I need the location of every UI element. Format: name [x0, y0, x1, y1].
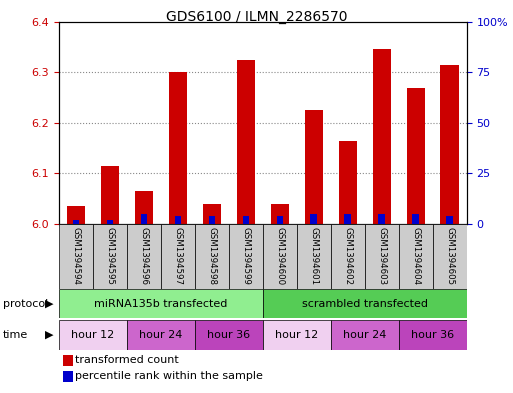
Bar: [339, 141, 357, 224]
Bar: [195, 320, 263, 350]
Bar: [412, 214, 419, 224]
Bar: [263, 224, 297, 289]
Bar: [93, 224, 127, 289]
Text: GSM1394599: GSM1394599: [242, 228, 250, 285]
Bar: [406, 88, 425, 224]
Bar: [345, 214, 351, 224]
Bar: [101, 166, 120, 224]
Text: GSM1394596: GSM1394596: [140, 228, 148, 285]
Text: scrambled transfected: scrambled transfected: [302, 299, 428, 309]
Bar: [59, 320, 127, 350]
Bar: [195, 224, 229, 289]
Bar: [441, 64, 459, 224]
Text: hour 36: hour 36: [411, 330, 455, 340]
Text: GSM1394605: GSM1394605: [445, 228, 455, 285]
Bar: [372, 50, 391, 224]
Text: time: time: [3, 330, 28, 340]
Text: GSM1394598: GSM1394598: [207, 228, 216, 285]
Bar: [310, 214, 317, 224]
Text: percentile rank within the sample: percentile rank within the sample: [75, 371, 263, 381]
Bar: [433, 224, 467, 289]
Bar: [107, 220, 113, 224]
Bar: [297, 224, 331, 289]
Text: GSM1394595: GSM1394595: [106, 228, 114, 285]
Text: GSM1394594: GSM1394594: [71, 228, 81, 285]
Bar: [161, 224, 195, 289]
Bar: [399, 320, 467, 350]
Bar: [365, 224, 399, 289]
Text: GSM1394603: GSM1394603: [378, 228, 386, 285]
Text: ▶: ▶: [45, 330, 54, 340]
Bar: [174, 216, 182, 224]
Bar: [63, 371, 73, 382]
Bar: [134, 191, 153, 224]
Text: transformed count: transformed count: [75, 355, 179, 365]
Bar: [59, 289, 263, 318]
Bar: [277, 216, 283, 224]
Text: GDS6100 / ILMN_2286570: GDS6100 / ILMN_2286570: [166, 10, 347, 24]
Bar: [127, 224, 161, 289]
Text: hour 36: hour 36: [207, 330, 250, 340]
Bar: [208, 216, 215, 224]
Text: hour 24: hour 24: [139, 330, 183, 340]
Text: hour 12: hour 12: [71, 330, 114, 340]
Bar: [141, 214, 147, 224]
Bar: [243, 216, 249, 224]
Bar: [73, 220, 80, 224]
Text: ▶: ▶: [45, 299, 54, 309]
Text: GSM1394600: GSM1394600: [275, 228, 284, 285]
Bar: [127, 320, 195, 350]
Bar: [305, 110, 323, 224]
Bar: [263, 289, 467, 318]
Text: GSM1394601: GSM1394601: [309, 228, 319, 285]
Text: hour 24: hour 24: [343, 330, 387, 340]
Bar: [169, 72, 187, 224]
Bar: [331, 320, 399, 350]
Bar: [67, 206, 85, 224]
Bar: [236, 60, 255, 224]
Bar: [59, 224, 93, 289]
Bar: [399, 224, 433, 289]
Text: GSM1394602: GSM1394602: [343, 228, 352, 285]
Text: GSM1394597: GSM1394597: [173, 228, 183, 285]
Bar: [229, 224, 263, 289]
Bar: [379, 214, 385, 224]
Bar: [203, 204, 221, 224]
Bar: [263, 320, 331, 350]
Text: miRNA135b transfected: miRNA135b transfected: [94, 299, 228, 309]
Text: GSM1394604: GSM1394604: [411, 228, 420, 285]
Bar: [63, 355, 73, 366]
Bar: [446, 216, 453, 224]
Text: protocol: protocol: [3, 299, 48, 309]
Bar: [270, 204, 289, 224]
Text: hour 12: hour 12: [275, 330, 319, 340]
Bar: [331, 224, 365, 289]
